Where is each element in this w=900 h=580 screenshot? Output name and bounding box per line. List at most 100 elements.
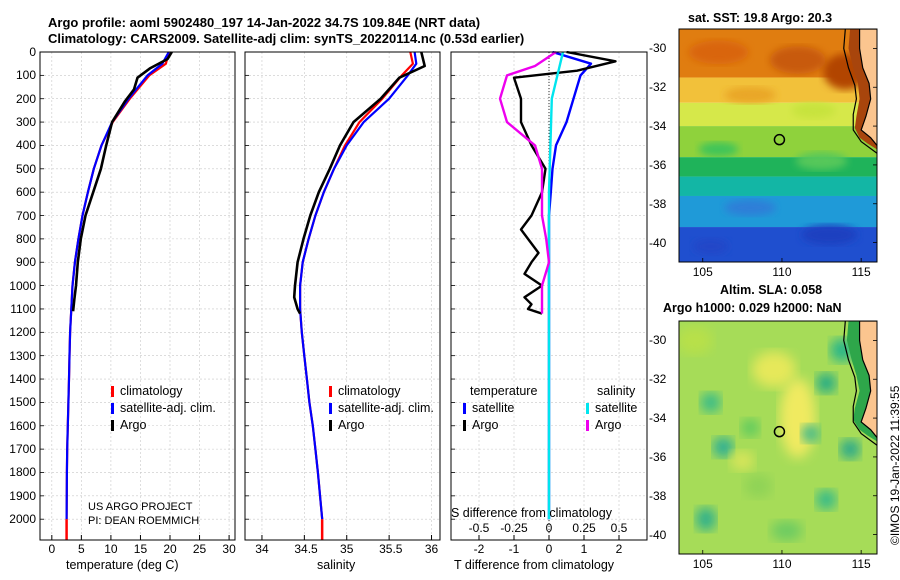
depth-tick-label: 700 [15,208,36,223]
sal-legend-satellite: satellite-adj. clim. [329,401,434,415]
diff-s-tick-label: 0 [545,521,553,535]
sla-lat-label: -32 [649,372,667,387]
sla-lat-label: -38 [649,488,667,503]
diff-s-axis-label: S difference from climatology [451,506,612,520]
sst-blob [688,40,749,65]
legend-label: satellite [472,401,515,415]
sla-blob [679,326,713,355]
depth-tick-label: 1700 [9,442,36,457]
diff-legend-sal-argo: Argo [586,418,621,432]
depth-tick-label: 1600 [9,418,36,433]
legend-swatch-black [111,419,114,431]
legend-swatch-cyan [586,402,589,414]
sst-band [679,195,877,228]
sst-lat-label: -40 [649,235,667,250]
sla-blob [700,392,721,413]
sla-lon-label: 115 [851,557,871,571]
sla-blob [816,373,837,394]
legend-swatch-blue [111,402,114,414]
depth-tick-label: 1300 [9,348,36,363]
depth-tick-label: 1100 [10,301,36,316]
sal-xtick-label: 35 [340,542,354,556]
coastline [858,29,877,146]
legend-label: satellite-adj. clim. [120,401,216,415]
sst-band [679,176,877,196]
legend-label: Argo [120,418,147,432]
sal-series-satellite-adj-clim- [299,51,418,520]
diff-xlabel: T difference from climatology [454,558,615,572]
diff-legend-sal-title: salinity [597,384,636,398]
diff-s-tick-label: -0.25 [500,521,528,535]
sla-blob [730,450,755,471]
sla-lat-label: -36 [649,449,667,464]
temp-xtick-label: 20 [163,542,177,556]
sla-blob [713,437,734,458]
sal-xlabel: salinity [317,558,356,572]
sst-blob [791,102,836,119]
sla-blob [744,474,773,499]
diff-xtick-label: 0 [545,542,553,556]
depth-tick-label: 300 [15,115,36,130]
land-polygon [859,29,877,146]
isobath-line [843,29,877,154]
depth-tick-label: 1500 [9,395,36,410]
legend-swatch-blue [329,402,332,414]
depth-tick-label: 1400 [9,372,36,387]
coastline [858,321,877,438]
diff-legend-temp-satellite: satellite [463,401,514,415]
sla-shelf [846,321,877,442]
diff-s-tick-label: 0.5 [610,521,628,535]
frame-layer [39,28,878,555]
sla-lon-label: 110 [772,557,792,571]
credit-line2: PI: DEAN ROEMMICH [88,515,200,527]
depth-tick-label: 900 [15,255,36,270]
sla-lat-label: -40 [649,527,667,542]
sal-series-group [299,51,418,520]
diff-series-salinity-satellite [547,51,565,520]
map-layer [679,29,877,554]
temp-legend-argo: Argo [111,418,146,432]
sla-blob [801,424,820,443]
diff-s-tick-label: -0.5 [468,521,490,535]
diff-series-group [547,51,565,520]
diff-series-group [512,51,617,315]
sst-shelf [848,29,877,150]
sst-band [679,102,877,127]
legend-label: Argo [338,418,365,432]
temp-xtick-label: 30 [222,542,236,556]
legend-swatch-black [463,419,466,431]
legend-label: satellite-adj. clim. [338,401,434,415]
sal-legend-argo: Argo [329,418,364,432]
sla-blob [816,489,837,510]
sst-argo-position-marker [773,133,786,146]
sst-lat-label: -34 [649,119,667,134]
sla-map-title-line1: Altim. SLA: 0.058 [720,283,823,297]
sal-frame [244,51,441,541]
sst-blob [698,142,739,157]
sst-lon-label: 110 [772,265,792,279]
sst-lat-label: -36 [649,157,667,172]
depth-tick-label: 200 [15,91,36,106]
temp-series-argo [71,51,173,312]
sal-xtick-label: 36 [424,542,439,556]
diff-series-salinity-argo [498,51,557,314]
sst-blob [769,46,826,75]
diff-series-group [498,51,557,314]
figure-title-line1: Argo profile: aoml 5902480_197 14-Jan-20… [48,15,481,30]
sla-blob [752,351,797,388]
sal-xtick-label: 35.5 [379,542,403,556]
diff-legend-temp-title: temperature [470,384,538,398]
depth-tick-label: 1900 [9,488,36,503]
diff-s-tick-label: 0.25 [572,521,596,535]
sla-argo-position-marker [773,425,786,438]
diff-xtick-label: -2 [473,542,485,556]
sla-map-field [679,321,877,554]
sst-lat-label: -38 [649,196,667,211]
depth-tick-label: 1000 [9,278,36,293]
temp-xtick-label: 10 [104,542,118,556]
temp-xtick-label: 0 [48,542,56,556]
legend-swatch-red [111,385,114,397]
legend-swatch-blue [463,402,466,414]
diff-series-temperature-argo [512,51,617,315]
sla-map-frame [678,320,878,555]
